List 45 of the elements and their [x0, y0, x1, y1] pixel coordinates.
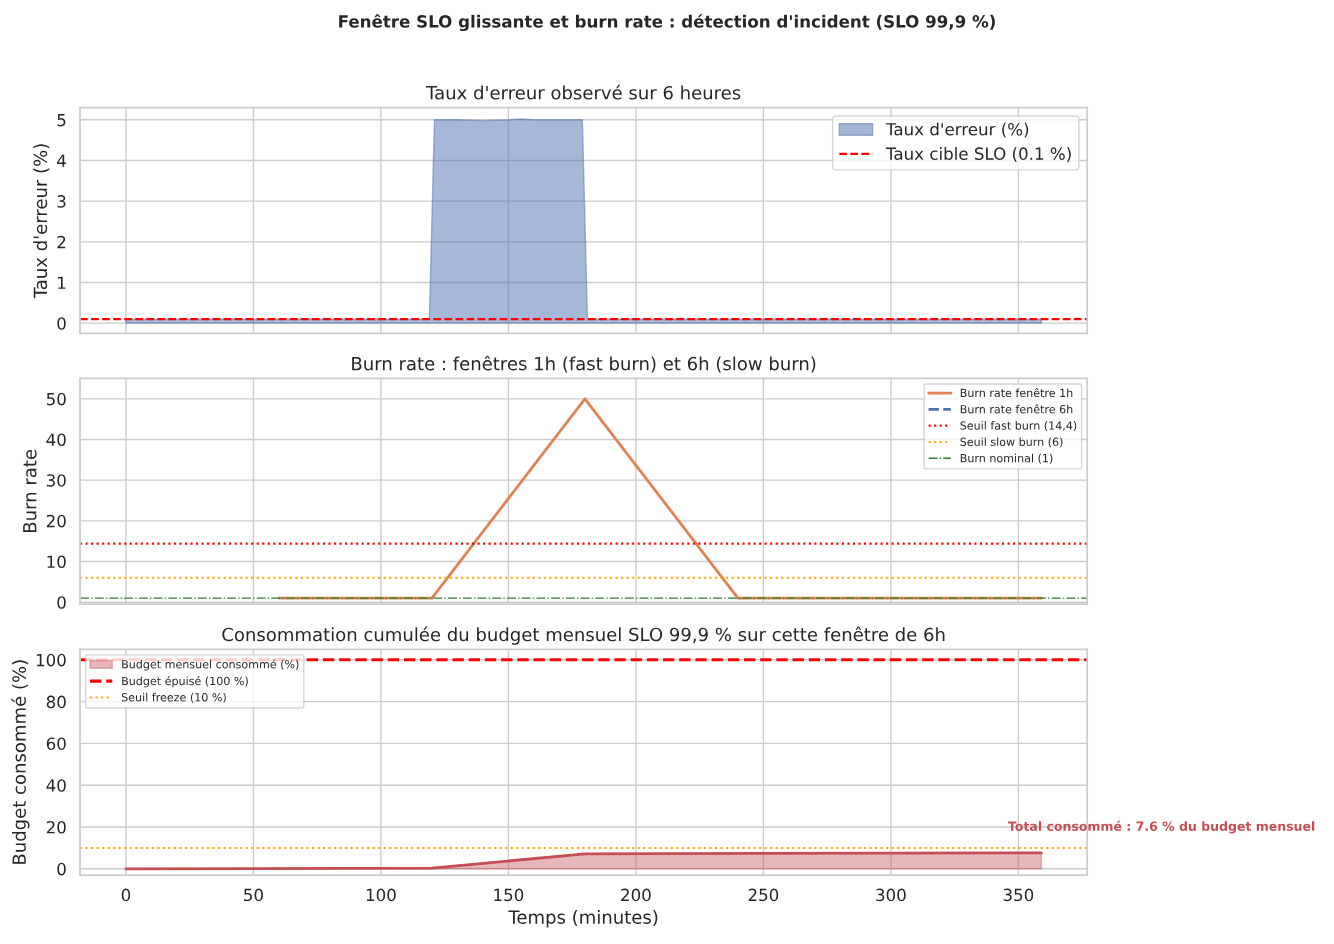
chart-title: Consommation cumulée du budget mensuel SLO 99,9 % sur cette fenêtre de 6h — [222, 626, 945, 645]
y-tick-label: 50 — [46, 392, 66, 406]
y-tick-label: 5 — [57, 114, 66, 127]
legend-label: Burn rate fenêtre 6h — [960, 404, 1073, 414]
legend-label: Seuil slow burn (6) — [960, 437, 1063, 448]
legend-label: Burn rate fenêtre 1h — [960, 388, 1073, 398]
y-axis-title: Burn rate — [23, 449, 37, 532]
y-tick-label: 100 — [36, 653, 66, 667]
y-tick-label: 0 — [57, 596, 66, 609]
x-tick-label: 200 — [621, 888, 651, 902]
annotation: Total consommé : 7.6 % du budget mensuel — [1008, 820, 1315, 834]
x-tick-label: 0 — [121, 888, 131, 902]
y-tick-label: 40 — [46, 779, 66, 792]
y-tick-label: 30 — [46, 474, 66, 487]
text: Fenêtre SLO glissante et burn rate : détection d'incident (SLO 99,9 %) — [339, 14, 995, 32]
y-tick-label: 20 — [46, 820, 66, 834]
x-tick-label: 350 — [1003, 888, 1034, 902]
legend-label: Taux d'erreur (%) — [885, 122, 1029, 138]
y-axis-title: Budget consommé (%) — [11, 660, 30, 864]
x-tick-label: 100 — [366, 888, 396, 902]
x-tick-label: 150 — [494, 888, 524, 902]
y-tick-label: 3 — [57, 195, 66, 208]
y-tick-label: 80 — [46, 695, 66, 709]
legend-label: Taux cible SLO (0.1 %) — [885, 147, 1071, 162]
y-tick-label: 0 — [57, 317, 66, 330]
chart-title: Burn rate : fenêtres 1h (fast burn) et 6h (slow burn) — [352, 355, 816, 373]
legend-label: Seuil fast burn (14,4) — [960, 421, 1077, 432]
x-axis-title: Temps (minutes) — [508, 909, 658, 928]
y-axis-title: Taux d'erreur (%) — [33, 144, 50, 299]
y-tick-label: 4 — [57, 154, 66, 167]
x-tick-label: 250 — [748, 888, 779, 902]
legend-label: Burn nominal (1) — [960, 453, 1053, 464]
legend-label: Budget mensuel consommé (%) — [122, 659, 299, 671]
legend-label: Budget épuisé (100 %) — [122, 676, 248, 688]
y-tick-label: 1 — [58, 276, 66, 289]
y-tick-label: 60 — [46, 737, 66, 750]
y-tick-label: 40 — [46, 433, 66, 447]
x-tick-label: 300 — [876, 888, 906, 902]
y-tick-label: 2 — [57, 235, 66, 249]
legend-label: Seuil freeze (10 %) — [121, 692, 226, 703]
x-tick-label: 50 — [244, 888, 263, 902]
chart-title: Taux d'erreur observé sur 6 heures — [426, 84, 741, 100]
y-tick-label: 0 — [57, 862, 66, 876]
y-tick-label: 20 — [46, 514, 66, 528]
y-tick-label: 10 — [47, 555, 66, 569]
